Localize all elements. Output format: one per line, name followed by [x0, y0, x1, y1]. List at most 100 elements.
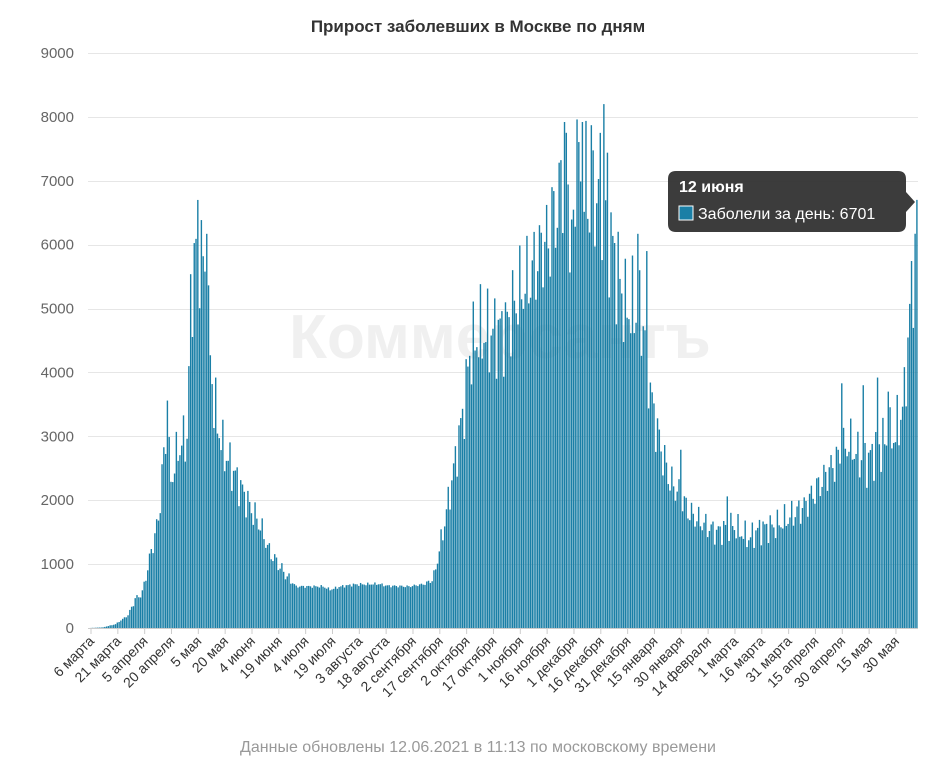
bar [742, 538, 745, 628]
bar [345, 585, 347, 628]
bar [823, 464, 825, 628]
bar [717, 526, 720, 628]
tooltip-box [668, 171, 915, 232]
bar [234, 470, 237, 628]
bar [791, 500, 793, 628]
bar [275, 557, 278, 628]
bar [597, 179, 600, 629]
bar [860, 460, 863, 628]
bar [513, 300, 516, 628]
bar [647, 408, 650, 628]
bar [903, 367, 906, 628]
bar [291, 583, 294, 628]
bar [857, 431, 859, 628]
bar [735, 538, 737, 628]
bar [844, 448, 847, 628]
bar [359, 582, 362, 628]
bar [785, 525, 788, 628]
bar [329, 590, 331, 628]
bar [220, 450, 222, 628]
bar [769, 515, 771, 628]
bar [352, 583, 355, 628]
bar [626, 317, 628, 628]
bar [426, 581, 428, 628]
bar [435, 569, 437, 628]
bar [172, 482, 174, 628]
bar [733, 530, 736, 628]
bar [633, 333, 635, 628]
bar [526, 235, 528, 628]
bar [408, 586, 410, 628]
bar [694, 526, 696, 628]
bar [808, 493, 811, 628]
bar [764, 524, 766, 628]
bar [710, 524, 712, 628]
bar [472, 301, 474, 628]
bar [313, 585, 315, 628]
bar [689, 520, 691, 628]
bar [463, 439, 466, 628]
bar [331, 589, 333, 628]
bar [336, 588, 339, 628]
bar [545, 204, 548, 628]
bar [635, 322, 637, 628]
bar [656, 418, 659, 628]
bar [150, 549, 153, 628]
bar [195, 238, 197, 628]
bar [708, 530, 711, 628]
bar [356, 584, 358, 628]
bar [830, 455, 832, 628]
bar [157, 520, 160, 628]
bar [887, 391, 889, 628]
bar [549, 276, 551, 628]
bar [864, 442, 866, 628]
bar [279, 568, 281, 628]
bar [422, 584, 424, 628]
bar [123, 617, 126, 628]
bar [125, 617, 127, 628]
bar [225, 460, 228, 628]
bar [247, 490, 249, 628]
bar [596, 203, 598, 628]
bar [653, 403, 655, 628]
bar [188, 366, 190, 628]
bar [782, 528, 784, 628]
bar [286, 576, 288, 628]
bar [222, 419, 224, 628]
bar [901, 406, 904, 628]
bar [211, 384, 213, 628]
bar [837, 449, 839, 628]
bar [245, 517, 247, 628]
bar [812, 498, 814, 628]
bar [470, 384, 473, 628]
bar [894, 442, 897, 628]
y-tick-label: 9000 [41, 45, 74, 62]
bar [701, 530, 703, 628]
bar [680, 449, 682, 628]
bar [760, 545, 762, 628]
bar [853, 458, 855, 628]
bar [685, 497, 687, 628]
bar [660, 451, 662, 628]
bar [850, 418, 852, 628]
bar [241, 484, 244, 628]
bar [746, 547, 748, 628]
bar [832, 468, 834, 628]
bar [646, 251, 648, 628]
bar [601, 260, 603, 628]
bar [731, 526, 734, 628]
bar [130, 606, 133, 628]
bar [792, 525, 795, 628]
bar [610, 212, 612, 628]
bar [265, 547, 267, 628]
bar [173, 473, 176, 628]
bar [866, 487, 868, 628]
bar [570, 219, 573, 629]
bar [483, 342, 485, 628]
bar [869, 450, 872, 628]
bars [89, 104, 918, 629]
bar [562, 233, 564, 629]
bar [544, 241, 546, 629]
bar [350, 586, 353, 628]
bar [531, 260, 534, 628]
